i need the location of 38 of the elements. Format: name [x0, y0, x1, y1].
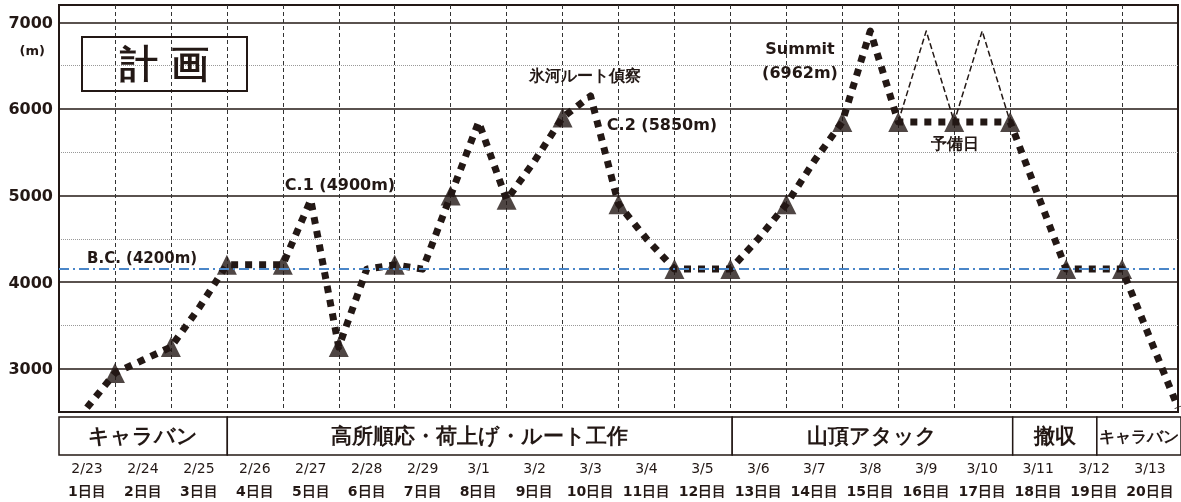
x-tick-label: 3/11 18日目	[1014, 459, 1062, 499]
ref-line-label: B.C. (4200m)	[87, 248, 198, 267]
annotation: 氷河ルート偵察	[528, 65, 641, 85]
annotation: 予備日	[930, 133, 979, 153]
x-tick-label: 2/27 5日目	[291, 459, 330, 499]
x-tick-label: 3/6 13日目	[734, 459, 783, 499]
x-tick-label: 3/10 17日目	[958, 459, 1006, 499]
annotation: C.1 (4900m)	[284, 174, 396, 194]
x-tick-label: 3/7 14日目	[790, 459, 839, 499]
x-tick-label: 3/8 15日目	[846, 459, 895, 499]
x-tick-label: 2/25 3日目	[180, 459, 218, 499]
text: 高所順応・荷上げ・ルート工作	[331, 424, 629, 448]
x-tick-label: 3/12 19日目	[1070, 459, 1118, 499]
x-tick-label: 2/24 2日目	[124, 459, 162, 499]
x-tick-label: 2/26 4日目	[235, 459, 274, 499]
x-tick-label: 2/28 6日目	[347, 459, 386, 499]
text: 山頂アタック	[807, 424, 938, 448]
x-tick-label: 3/4 11日目	[622, 459, 671, 499]
x-tick-label: 3/5 12日目	[678, 459, 727, 499]
text: キャラバン	[1098, 426, 1179, 446]
x-tick-label: 3/1 8日目	[459, 459, 498, 499]
y-tick-label: 4000	[8, 272, 53, 292]
text: 撤収	[1032, 424, 1077, 448]
y-axis-title: (m)	[19, 43, 45, 58]
x-tick-label: 2/23 1日目	[68, 459, 106, 499]
y-tick-label: 6000	[8, 99, 53, 119]
x-tick-label: 2/29 7日目	[403, 459, 442, 499]
y-tick-label: 5000	[8, 186, 53, 206]
x-tick-label: 3/3 10日目	[566, 459, 615, 499]
y-tick-label: 7000	[8, 12, 53, 32]
annotation: Summit (6962m)	[762, 38, 838, 82]
y-tick-label: 3000	[8, 359, 53, 379]
annotation: C.2 (5850m)	[606, 114, 718, 134]
x-tick-label: 3/13 20日目	[1126, 459, 1174, 499]
x-tick-label: 3/9 16日目	[902, 459, 950, 499]
text: 計 画	[119, 42, 210, 86]
text: キャラバン	[88, 424, 199, 448]
x-tick-label: 3/2 9日目	[515, 459, 554, 499]
